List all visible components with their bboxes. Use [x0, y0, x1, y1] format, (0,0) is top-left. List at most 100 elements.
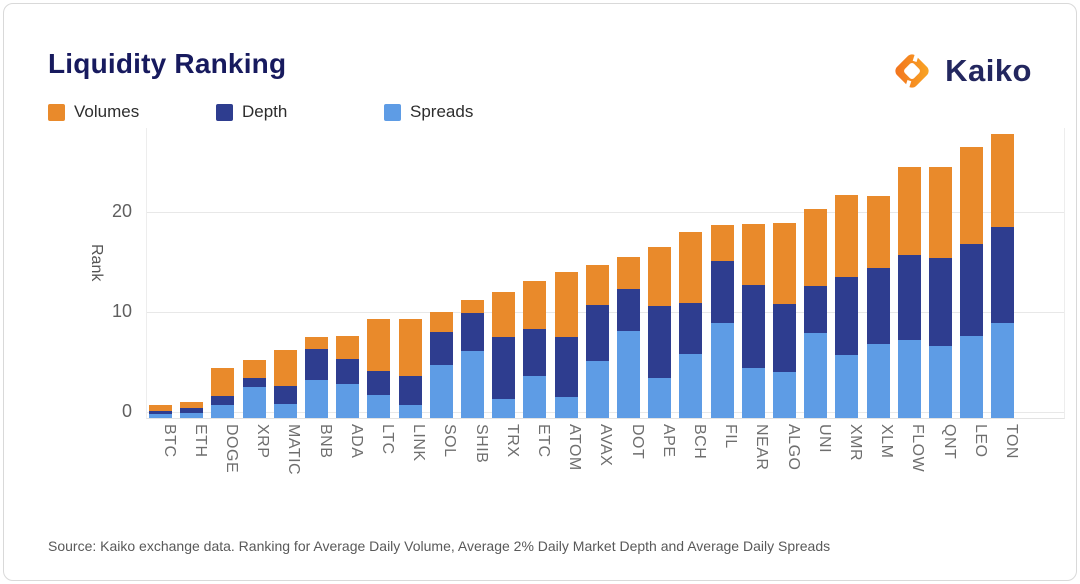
bar-segment-spreads-fil [710, 323, 734, 418]
bar-segment-depth-btc [149, 410, 172, 414]
bar-segment-depth-uni [804, 285, 828, 333]
bar-segment-depth-bch [679, 302, 703, 354]
bar-segment-volumes-eth [180, 402, 204, 408]
x-tick-label-bch: BCH [690, 424, 708, 460]
x-tick-label-eth: ETH [191, 424, 209, 458]
x-tick-label-qnt: QNT [940, 424, 958, 460]
legend-swatch-depth [216, 103, 233, 121]
x-tick-label-ada: ADA [347, 424, 365, 459]
bar-segment-volumes-fil [710, 225, 734, 261]
bar-group-bnb [305, 336, 328, 418]
bar-segment-volumes-dot [617, 257, 640, 289]
bar-segment-spreads-ltc [367, 394, 391, 418]
bar-segment-depth-ton [991, 227, 1015, 323]
bar-segment-depth-sol [429, 332, 453, 365]
bar-group-qnt [929, 167, 952, 418]
bar-segment-spreads-doge [211, 404, 235, 418]
bar-segment-spreads-qnt [929, 346, 952, 418]
bar-segment-depth-fil [710, 260, 734, 323]
bar-segment-spreads-shib [461, 350, 484, 418]
bar-group-dot [617, 257, 640, 418]
bar-segment-depth-link [398, 375, 422, 405]
bar-segment-spreads-leo [960, 335, 984, 418]
bar-segment-depth-eth [180, 408, 204, 413]
x-axis-labels: BTC ETH DOGE XRP MATIC BNB ADA LTC LINK SOL SHIB TR… [146, 424, 1063, 514]
source-note: Source: Kaiko exchange data. Ranking for… [48, 538, 831, 554]
bar-segment-volumes-ltc [367, 318, 391, 371]
bar-segment-depth-avax [585, 304, 609, 361]
bar-segment-spreads-algo [773, 371, 796, 418]
legend-label-spreads: Spreads [410, 102, 474, 121]
bar-segment-volumes-matic [273, 350, 297, 386]
bar-group-xlm [866, 195, 890, 418]
x-tick-label-uni: UNI [815, 424, 833, 454]
brand-name: Kaiko [945, 53, 1032, 88]
bar-group-fil [710, 225, 734, 418]
x-tick-label-doge: DOGE [222, 424, 240, 474]
bar-segment-depth-doge [211, 395, 235, 405]
bar-group-xmr [835, 195, 859, 418]
bar-segment-depth-flow [897, 254, 921, 340]
x-tick-label-xrp: XRP [254, 424, 272, 459]
plot-area [146, 128, 1065, 419]
bar-segment-volumes-algo [773, 222, 796, 304]
bar-group-sol [429, 312, 453, 418]
x-tick-label-fil: FIL [722, 424, 740, 449]
bar-segment-depth-ltc [367, 370, 391, 395]
x-tick-label-near: NEAR [753, 424, 771, 471]
x-tick-label-flow: FLOW [909, 424, 927, 473]
x-tick-label-xmr: XMR [846, 424, 864, 462]
x-tick-label-avax: AVAX [597, 424, 615, 467]
x-tick-label-sol: SOL [441, 424, 459, 458]
x-tick-label-etc: ETC [534, 424, 552, 458]
bar-group-leo [960, 147, 984, 418]
bar-group-link [398, 318, 422, 418]
bar-segment-volumes-xmr [835, 195, 859, 277]
y-tick-label-0: 0 [121, 400, 132, 421]
bar-segment-spreads-near [741, 367, 765, 418]
bar-segment-volumes-btc [149, 404, 172, 411]
bar-group-xrp [242, 360, 266, 418]
bar-group-uni [804, 209, 828, 418]
y-axis-title: Rank [88, 244, 105, 282]
bar-group-ape [648, 247, 672, 418]
x-tick-label-link: LINK [410, 424, 428, 462]
x-tick-label-algo: ALGO [784, 424, 802, 471]
bar-segment-spreads-ton [991, 323, 1015, 418]
x-tick-label-trx: TRX [503, 424, 521, 458]
bar-segment-depth-algo [773, 304, 796, 372]
bar-segment-depth-xmr [835, 277, 859, 355]
bar-segment-spreads-ada [336, 384, 360, 418]
bar-segment-spreads-xmr [835, 354, 859, 418]
bar-segment-volumes-link [398, 318, 422, 376]
bar-segment-volumes-flow [897, 167, 921, 255]
bar-group-near [741, 223, 765, 418]
x-tick-label-shib: SHIB [472, 424, 490, 464]
bar-segment-spreads-atom [554, 396, 578, 418]
bar-segment-depth-ape [648, 305, 672, 378]
legend-item-volumes: Volumes [48, 102, 216, 122]
bar-group-etc [523, 280, 547, 418]
bar-group-shib [461, 299, 484, 418]
bar-group-ltc [367, 318, 391, 418]
bar-segment-spreads-xrp [242, 387, 266, 418]
bar-segment-spreads-uni [804, 333, 828, 418]
legend-item-depth: Depth [216, 102, 384, 122]
kaiko-logo-icon [889, 48, 935, 94]
legend-swatch-spreads [384, 103, 401, 121]
bar-segment-depth-leo [960, 243, 984, 336]
legend-swatch-volumes [48, 103, 65, 121]
bar-group-ton [991, 134, 1015, 418]
x-tick-label-ton: TON [1002, 424, 1020, 459]
bar-segment-volumes-bnb [305, 336, 328, 349]
bar-segment-volumes-ape [648, 247, 672, 306]
bar-segment-volumes-avax [585, 264, 609, 305]
bar-segment-volumes-xrp [242, 360, 266, 378]
bar-segment-depth-xrp [242, 377, 266, 387]
bar-segment-depth-matic [273, 385, 297, 404]
bar-segment-spreads-btc [149, 414, 172, 418]
bar-segment-depth-dot [617, 288, 640, 331]
bar-group-atom [554, 271, 578, 418]
bar-segment-depth-qnt [929, 257, 952, 346]
bar-segment-volumes-trx [492, 292, 516, 337]
